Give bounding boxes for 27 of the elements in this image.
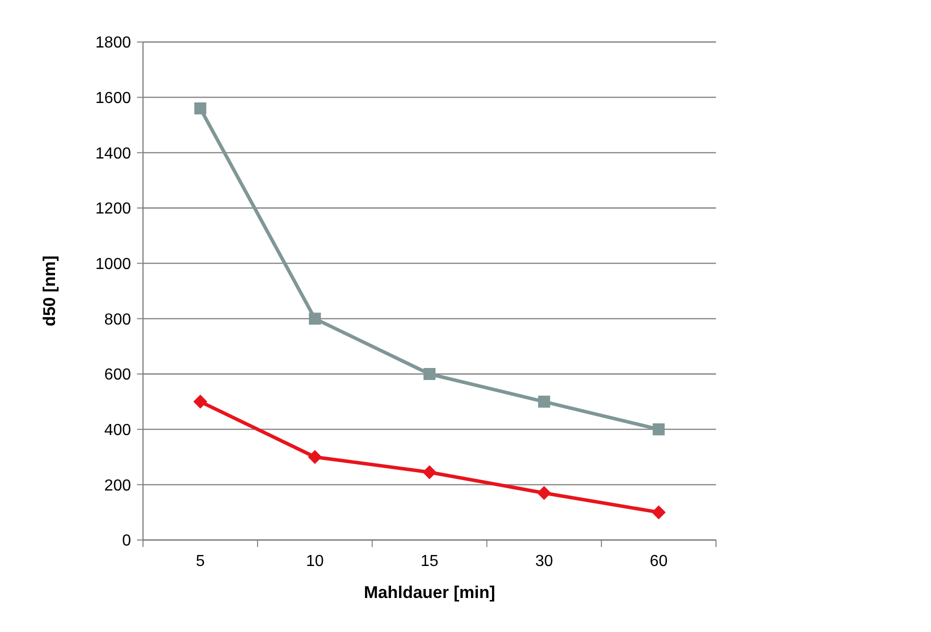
y-tick-label: 1200 (95, 200, 132, 218)
y-tick-label: 0 (122, 532, 132, 550)
y-tick-label: 600 (104, 366, 132, 384)
x-tick-label: 15 (420, 553, 438, 570)
point (652, 505, 666, 520)
x-axis-title: Mahldauer [min] (364, 583, 496, 602)
x-tick-label: 5 (196, 553, 205, 570)
y-tick-label: 200 (104, 477, 132, 494)
point (422, 465, 436, 480)
point (652, 423, 665, 436)
point (194, 102, 206, 114)
point (537, 486, 552, 500)
point (538, 396, 550, 408)
x-tick-label: 60 (650, 553, 668, 570)
x-tick-label: 30 (535, 553, 554, 570)
y-tick-label: 400 (104, 422, 132, 439)
x-tick-label: 10 (306, 553, 324, 570)
point (424, 368, 436, 380)
y-tick-label: 1000 (95, 256, 132, 273)
point (308, 312, 321, 325)
y-tick-label: 1400 (95, 145, 132, 162)
point (193, 394, 208, 409)
y-axis-title: d50 [nm] (40, 256, 59, 326)
y-tick-label: 1600 (95, 90, 132, 107)
point (308, 450, 322, 464)
y-tick-label: 800 (104, 311, 132, 328)
y-tick-label: 1800 (95, 34, 132, 52)
